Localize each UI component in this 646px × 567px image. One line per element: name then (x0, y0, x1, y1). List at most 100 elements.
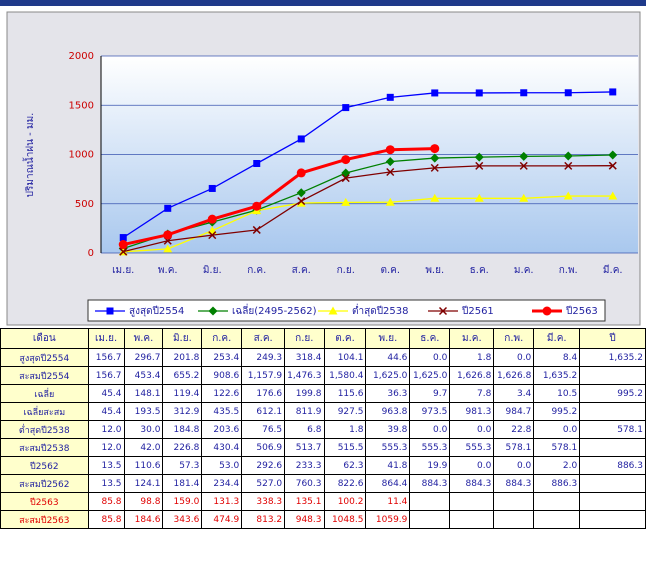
table-cell: 1.8 (449, 348, 495, 367)
table-cell: 9.7 (409, 384, 451, 403)
table-cell: 813.2 (241, 510, 286, 529)
table-cell: 19.9 (409, 456, 451, 475)
table-cell: 884.3 (409, 474, 451, 493)
legend-label: เฉลี่ย(2495-2562) (232, 303, 317, 317)
table-cell: 760.3 (284, 474, 325, 493)
marker (342, 104, 350, 112)
header-cell: ม.ค. (449, 328, 495, 349)
header-cell: ก.ค. (201, 328, 243, 349)
table-cell: 884.3 (493, 474, 535, 493)
table-cell: 249.3 (241, 348, 286, 367)
table-cell: 115.6 (323, 384, 367, 403)
table-cell: 57.3 (162, 456, 203, 475)
marker (163, 244, 173, 253)
marker (252, 225, 261, 234)
table-cell: 53.0 (201, 456, 243, 475)
table-cell: 124.1 (123, 474, 164, 493)
table-cell: 578.1 (579, 420, 646, 439)
x-tick-label: เม.ย. (112, 265, 134, 276)
header-cell: ก.ย. (284, 328, 325, 349)
table-row: สะสมปี2554 156.7 453.4 655.2 908.6 1,157.9 1,4… (0, 366, 646, 385)
series-line (122, 147, 435, 247)
table-cell (579, 438, 646, 457)
y-axis-label: ปริมาณน้ำฝน - มม. (22, 113, 36, 198)
table-cell: 981.3 (449, 402, 495, 421)
table-cell: 98.8 (123, 492, 164, 511)
table-cell: 8.4 (533, 348, 581, 367)
table-cell: 11.4 (365, 492, 411, 511)
marker (386, 93, 394, 101)
marker (297, 135, 305, 143)
table-cell (579, 510, 646, 529)
marker (386, 167, 395, 177)
table-cell: 1,626.8 (449, 366, 495, 385)
row-label: สูงสุดปี2554 (0, 348, 89, 367)
table-cell: 1,635.2 (579, 348, 646, 367)
table-cell: 435.5 (201, 402, 243, 421)
table-cell (493, 492, 535, 511)
table-cell: 1,625.0 (365, 366, 411, 385)
marker (519, 161, 528, 170)
table-cell: 42.0 (123, 438, 164, 457)
series-line (123, 165, 613, 253)
table-cell: 44.6 (365, 348, 411, 367)
header-cell: พ.ค. (123, 328, 164, 349)
table-cell (409, 492, 451, 511)
table-cell: 318.4 (284, 348, 325, 367)
table-cell: 234.4 (201, 474, 243, 493)
marker (341, 197, 351, 206)
table-cell: 555.3 (449, 438, 495, 457)
marker (475, 161, 484, 170)
y-tick-label: 0 (88, 248, 94, 259)
table-cell: 233.3 (284, 456, 325, 475)
marker (520, 89, 528, 97)
marker (106, 307, 114, 315)
table-cell: 948.3 (284, 510, 325, 529)
marker (341, 174, 350, 183)
marker (430, 144, 440, 154)
table-cell: 10.5 (533, 384, 581, 403)
table-row: สะสมปี2538 12.0 42.0 226.8 430.4 506.9 513.7 51… (0, 438, 646, 457)
table-cell: 312.9 (162, 402, 203, 421)
header-cell: ต.ค. (323, 328, 367, 349)
table-cell: 296.7 (123, 348, 164, 367)
header-cell: เดือน (0, 328, 89, 349)
table-cell: 453.4 (123, 366, 164, 385)
legend-label: ต่ำสุดปี2538 (352, 303, 409, 317)
header-cell: เม.ย. (87, 328, 125, 349)
table-cell: 45.4 (87, 384, 125, 403)
table-cell: 1,157.9 (241, 366, 286, 385)
table-cell: 148.1 (123, 384, 164, 403)
table-cell (579, 366, 646, 385)
marker (296, 168, 306, 178)
table-cell (579, 402, 646, 421)
row-label: เฉลี่ย (0, 384, 89, 403)
table-cell: 886.3 (579, 456, 646, 475)
table-cell: 506.9 (241, 438, 286, 457)
table-cell: 119.4 (162, 384, 203, 403)
table-cell: 973.5 (409, 402, 451, 421)
row-label: สะสมปี2562 (0, 474, 89, 493)
table-cell: 1,580.4 (323, 366, 367, 385)
x-tick-label: ต.ค. (380, 265, 400, 276)
x-tick-label: ก.ค. (247, 265, 266, 276)
y-tick-label: 1500 (69, 100, 94, 111)
table-cell: 1,476.3 (284, 366, 325, 385)
table-cell: 555.3 (365, 438, 411, 457)
table-cell: 181.4 (162, 474, 203, 493)
x-tick-label: มี.ค. (603, 264, 623, 276)
y-tick-label: 500 (75, 199, 94, 210)
table-cell: 76.5 (241, 420, 286, 439)
table-cell: 85.8 (87, 510, 125, 529)
marker (385, 157, 395, 167)
series-line (123, 154, 613, 250)
y-tick-label: 1000 (69, 150, 94, 161)
marker (119, 247, 128, 256)
marker (119, 234, 127, 242)
legend-label: สูงสุดปี2554 (129, 305, 184, 317)
table-cell: 156.7 (87, 348, 125, 367)
legend-label: ปี2561 (461, 305, 493, 317)
table-cell: 0.0 (409, 348, 451, 367)
table-cell: 984.7 (493, 402, 535, 421)
row-label: สะสมปี2554 (0, 366, 89, 385)
